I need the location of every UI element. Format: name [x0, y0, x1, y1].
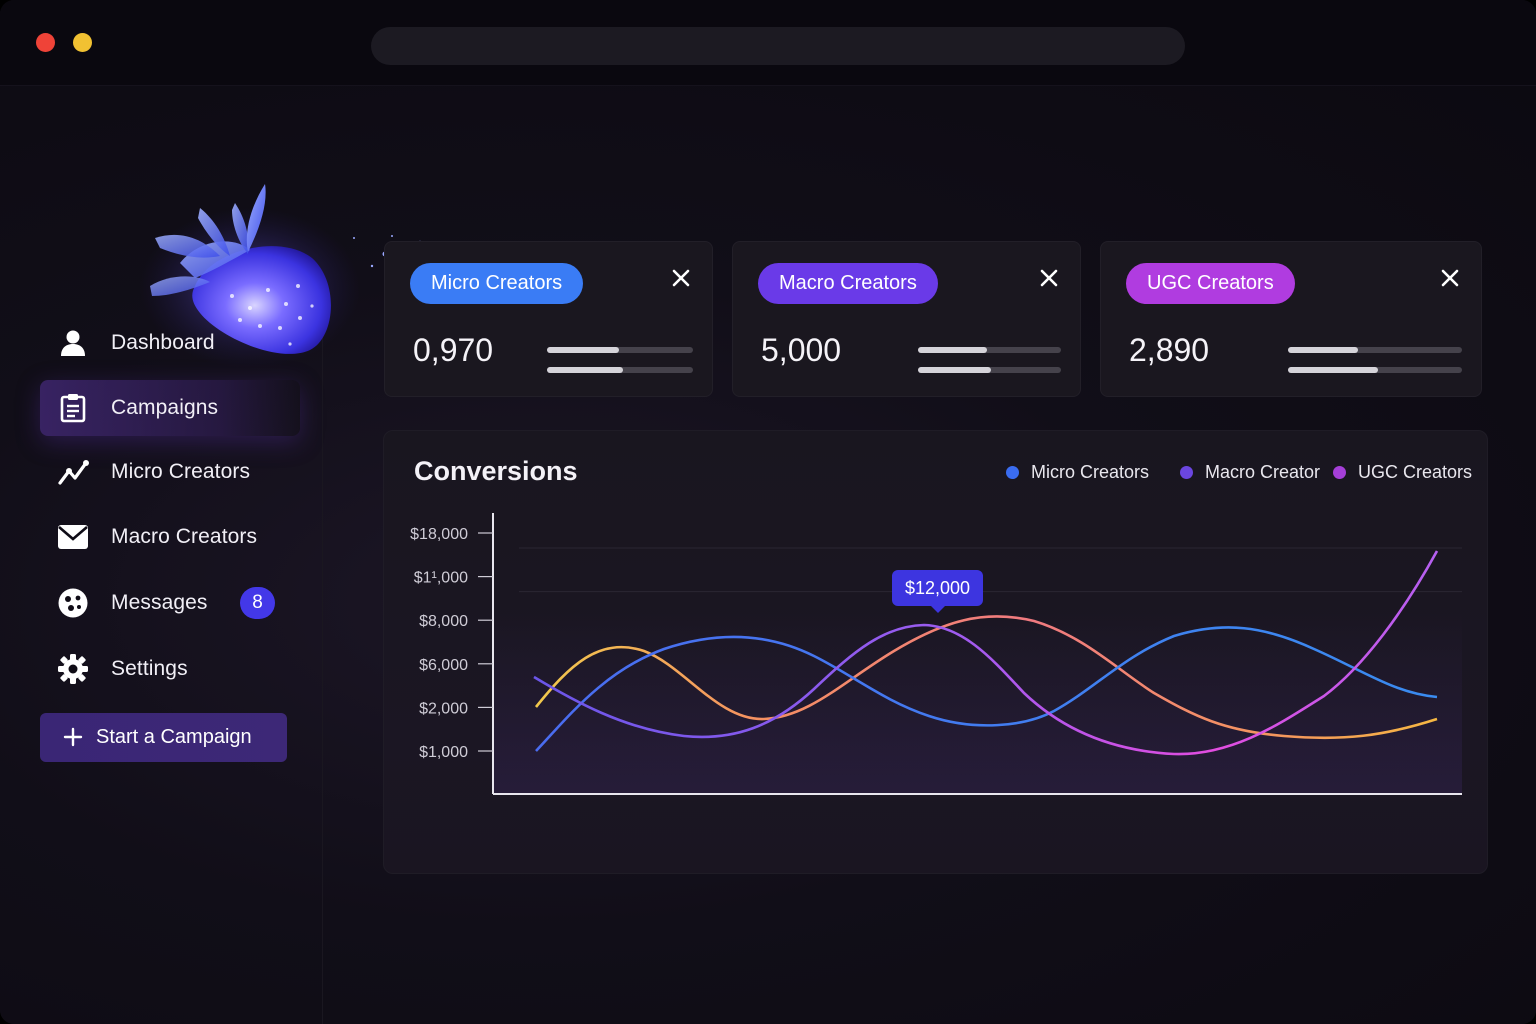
- progress-bar: [547, 367, 693, 373]
- stat-card-ugc-creators: UGC Creators 2,890: [1100, 241, 1482, 397]
- sidebar-item-dashboard[interactable]: Dashboard: [40, 315, 300, 371]
- legend-item-macro-creator[interactable]: Macro Creator: [1180, 462, 1320, 483]
- sidebar-item-label: Micro Creators: [111, 460, 251, 483]
- close-icon[interactable]: [1440, 268, 1460, 288]
- data-point-tooltip: $12,000: [892, 570, 983, 613]
- strawberry-logo: [140, 184, 456, 368]
- title-bar: [0, 0, 1536, 86]
- address-bar[interactable]: [371, 27, 1185, 65]
- chart-title: Conversions: [414, 456, 578, 486]
- legend-dot: [1006, 466, 1019, 479]
- messages-count-badge: 8: [240, 587, 275, 619]
- progress-bar: [547, 347, 693, 353]
- close-window-button[interactable]: [36, 33, 55, 52]
- conversions-line-chart: $18,000 $1¹,000 $8,000 $6,000 $2,000 $1,000: [410, 513, 1462, 795]
- series-line-micro-creators: [535, 626, 1438, 752]
- macro-creators-pill[interactable]: Macro Creators: [758, 263, 938, 304]
- gear-icon: [56, 653, 90, 685]
- trend-icon: [56, 456, 90, 488]
- legend-label: UGC Creators: [1358, 462, 1473, 482]
- series-line-macro-creator: [533, 550, 1439, 756]
- sidebar-item-label: Messages: [111, 591, 208, 614]
- conversions-chart-panel: Conversions Micro Creators Macro Creator…: [383, 430, 1488, 874]
- ugc-creators-pill[interactable]: UGC Creators: [1126, 263, 1295, 304]
- y-tick-label: $6,000: [419, 657, 468, 674]
- stat-value: 0,970: [413, 332, 494, 368]
- sidebar-item-campaigns[interactable]: Campaigns: [40, 380, 300, 436]
- legend-dot: [1180, 466, 1193, 479]
- grid-lines: [519, 547, 1462, 593]
- sidebar-item-label: Campaigns: [111, 396, 219, 419]
- sidebar-item-label: Dashboard: [111, 331, 215, 354]
- legend-item-ugc-creators[interactable]: UGC Creators: [1333, 462, 1472, 483]
- sidebar-item-settings[interactable]: Settings: [40, 641, 300, 697]
- legend-label: Micro Creators: [1031, 462, 1150, 482]
- stat-card-micro-creators: Micro Creators 0,970: [384, 241, 713, 397]
- minimize-window-button[interactable]: [73, 33, 92, 52]
- y-tick-label: $1¹,000: [414, 570, 468, 587]
- clipboard-icon: [56, 392, 90, 424]
- close-icon[interactable]: [671, 268, 691, 288]
- progress-bar: [918, 367, 1061, 373]
- start-campaign-label: Start a Campaign: [96, 726, 252, 748]
- sidebar-item-label: Settings: [111, 657, 188, 680]
- plus-icon: [63, 727, 83, 747]
- y-tick-label: $8,000: [419, 613, 468, 630]
- sidebar-item-messages[interactable]: Messages 8: [40, 575, 300, 631]
- sidebar-divider: [322, 326, 323, 1024]
- micro-creators-pill[interactable]: Micro Creators: [410, 263, 584, 304]
- user-icon: [56, 327, 90, 359]
- sidebar-item-macro-creators[interactable]: Macro Creators: [40, 509, 300, 565]
- chat-icon: [56, 587, 90, 619]
- y-tick-label: $1,000: [419, 744, 468, 761]
- sidebar-item-micro-creators[interactable]: Micro Creators: [40, 444, 300, 500]
- progress-bar: [918, 347, 1061, 353]
- stat-value: 2,890: [1129, 332, 1210, 368]
- legend-item-micro-creators[interactable]: Micro Creators: [1006, 462, 1149, 483]
- stat-value: 5,000: [761, 332, 842, 368]
- close-icon[interactable]: [1039, 268, 1059, 288]
- legend-label: Macro Creator: [1205, 462, 1321, 482]
- main-content: Dashboard Campaigns Micro Creators Macro…: [0, 86, 1536, 1024]
- progress-bar: [1288, 367, 1462, 373]
- y-tick-label: $2,000: [419, 700, 468, 717]
- mail-icon: [56, 521, 90, 553]
- y-tick-label: $18,000: [410, 526, 468, 543]
- stat-card-macro-creators: Macro Creators 5,000: [732, 241, 1081, 397]
- sidebar-item-label: Macro Creators: [111, 525, 258, 548]
- legend-dot: [1333, 466, 1346, 479]
- progress-bar: [1288, 347, 1462, 353]
- series-line-ugc-creators: [534, 615, 1438, 740]
- start-campaign-button[interactable]: Start a Campaign: [40, 713, 287, 762]
